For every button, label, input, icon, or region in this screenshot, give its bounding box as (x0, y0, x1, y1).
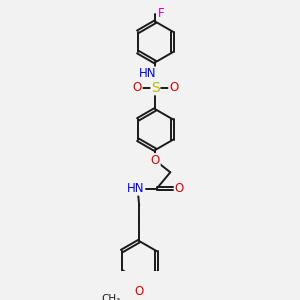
Text: O: O (169, 81, 178, 94)
Text: S: S (151, 81, 160, 94)
Text: O: O (174, 182, 184, 195)
Text: O: O (135, 285, 144, 298)
Text: O: O (151, 154, 160, 166)
Text: CH₃: CH₃ (102, 294, 121, 300)
Text: HN: HN (139, 67, 156, 80)
Text: O: O (133, 81, 142, 94)
Text: HN: HN (127, 182, 145, 195)
Text: F: F (158, 7, 165, 20)
